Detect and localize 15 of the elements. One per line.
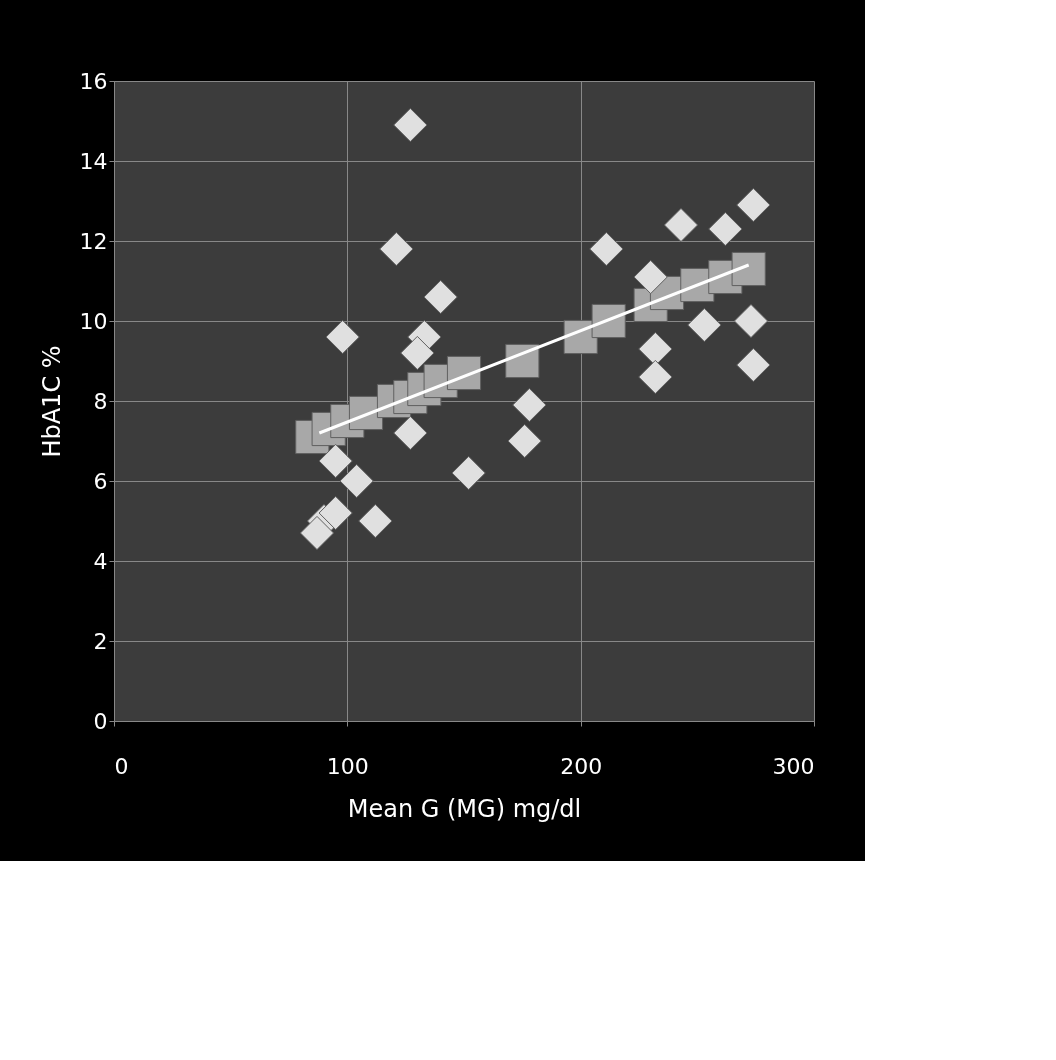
x-tick-label: 0 (114, 753, 129, 779)
x-tick-label: 100 (326, 753, 369, 779)
y-tick-label: 14 (79, 148, 108, 174)
y-tick-label: 10 (79, 308, 108, 334)
x-axis-title: Mean G (MG) mg/dl (347, 794, 582, 823)
x-tick-label: 300 (772, 753, 815, 779)
y-tick-label: 0 (93, 708, 108, 734)
y-axis-title: HbA1C % (37, 345, 66, 458)
x-tick-label: 200 (560, 753, 603, 779)
y-tick-label: 8 (93, 388, 108, 414)
y-tick-label: 4 (93, 548, 108, 574)
y-tick-label: 2 (93, 628, 108, 654)
y-tick-label: 16 (79, 68, 108, 94)
y-tick-label: 6 (93, 468, 108, 494)
y-tick-label: 12 (79, 228, 108, 254)
